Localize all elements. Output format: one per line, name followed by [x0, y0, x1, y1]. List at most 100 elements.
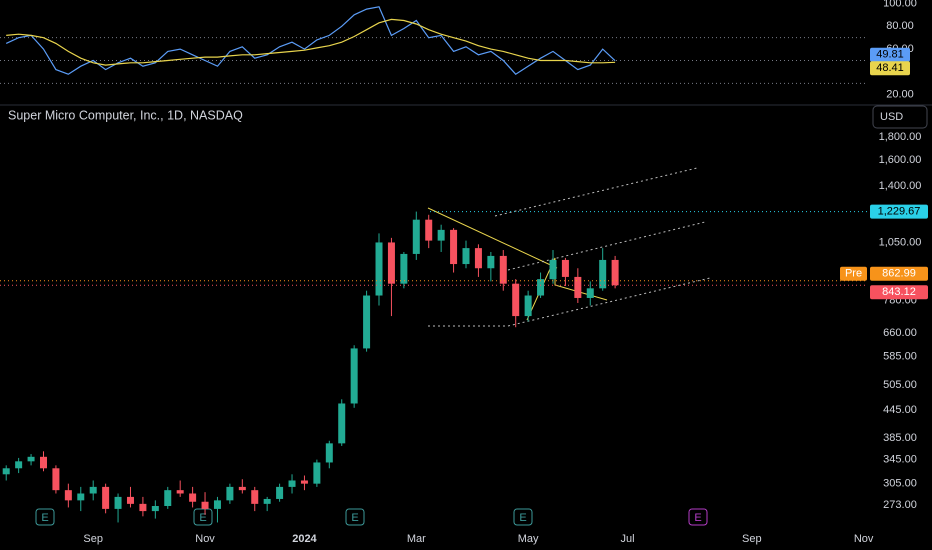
candles: [2, 211, 619, 523]
x-tick-label: Sep: [742, 533, 762, 545]
x-tick-label: Nov: [195, 533, 215, 545]
candle-body: [474, 248, 482, 269]
candle-body: [300, 480, 308, 484]
candle-body: [164, 490, 172, 507]
rsi-line: [6, 18, 616, 66]
candle-body: [102, 486, 110, 509]
x-tick-label: 2024: [292, 533, 317, 545]
candle-body: [325, 443, 333, 463]
y-tick-label: 80.00: [886, 20, 914, 32]
candle-body: [2, 468, 10, 475]
candle-body: [39, 456, 47, 469]
candle-body: [462, 248, 470, 265]
currency-label[interactable]: USD: [880, 111, 903, 123]
currency-button[interactable]: [872, 105, 928, 129]
y-tick-label: 1,050.00: [879, 236, 922, 248]
value-badge-label: 49.81: [876, 49, 904, 61]
y-tick-label: 505.00: [883, 379, 917, 391]
candle-body: [201, 501, 209, 509]
candle-body: [27, 456, 35, 462]
candle-body: [387, 242, 395, 284]
candle-body: [437, 229, 445, 241]
candle-body: [64, 490, 72, 501]
chart-title: Super Micro Computer, Inc., 1D, NASDAQ: [8, 108, 243, 122]
x-tick-label: Nov: [854, 533, 874, 545]
earnings-box[interactable]: [193, 508, 213, 526]
value-badge: [870, 47, 910, 62]
candle-body: [176, 490, 184, 494]
y-tick-label: 345.00: [883, 454, 917, 466]
x-tick-label: Jul: [621, 533, 635, 545]
candle-body: [375, 242, 383, 296]
price-tag: [840, 266, 867, 281]
candle-body: [77, 493, 85, 501]
earnings-label[interactable]: E: [199, 512, 206, 524]
y-tick-label: 305.00: [883, 478, 917, 490]
earnings-label[interactable]: E: [351, 512, 358, 524]
candle-body: [599, 259, 607, 289]
candle-body: [288, 480, 296, 487]
y-tick-label: 1,400.00: [879, 180, 922, 192]
y-tick-label: 273.00: [883, 499, 917, 511]
earnings-box[interactable]: [345, 508, 365, 526]
value-badge-label: 48.41: [876, 62, 904, 74]
candle-body: [189, 493, 197, 502]
candle-body: [350, 348, 358, 404]
earnings-markers: E E E E E: [35, 508, 708, 526]
candle-body: [537, 279, 545, 296]
earnings-label[interactable]: E: [519, 512, 526, 524]
candle-body: [611, 259, 619, 286]
candle-body: [89, 486, 97, 494]
candle-body: [238, 486, 246, 491]
y-tick-label: 1,800.00: [879, 131, 922, 143]
price-badge-label: 862.99: [882, 268, 916, 280]
trend-line: [427, 207, 558, 269]
price-badge: [870, 204, 928, 219]
y-tick-label: 20.00: [886, 89, 914, 101]
x-tick-label: Sep: [83, 533, 103, 545]
candle-body: [400, 253, 408, 284]
price-badge-label: 843.12: [882, 286, 916, 298]
y-tick-label: 445.00: [883, 404, 917, 416]
candle-body: [114, 496, 122, 509]
y-tick-label: 1,600.00: [879, 154, 922, 166]
candle-body: [15, 461, 23, 469]
candle-body: [425, 219, 433, 241]
candle-body: [151, 506, 159, 512]
x-tick-label: May: [518, 533, 539, 545]
candle-body: [338, 403, 346, 444]
candle-body: [512, 283, 520, 317]
price-tag-label: Pre: [845, 268, 862, 280]
value-badge: [870, 61, 910, 76]
candle-body: [226, 486, 234, 501]
earnings-box[interactable]: [688, 508, 708, 526]
candle-body: [213, 500, 221, 509]
candle-body: [586, 288, 594, 298]
rsi-line: [5, 6, 616, 75]
candle-body: [251, 490, 259, 504]
y-tick-label: 585.00: [883, 350, 917, 362]
candle-body: [139, 503, 147, 512]
price-badge-label: 1,229.67: [878, 206, 921, 218]
candle-body: [126, 496, 134, 504]
price-badge: [870, 266, 928, 281]
candle-body: [561, 259, 569, 277]
candle-body: [487, 255, 495, 269]
earnings-box[interactable]: [35, 508, 55, 526]
candle-body: [450, 229, 458, 265]
earnings-label[interactable]: E: [694, 512, 701, 524]
candle-body: [363, 295, 371, 349]
y-tick-label: 660.00: [883, 327, 917, 339]
price-badge: [870, 285, 928, 300]
candle-body: [524, 295, 532, 317]
y-tick-label: 100.00: [883, 0, 917, 9]
earnings-box[interactable]: [513, 508, 533, 526]
candle-body: [276, 486, 284, 499]
candle-body: [52, 468, 60, 491]
y-tick-label: 385.00: [883, 432, 917, 444]
earnings-label[interactable]: E: [41, 512, 48, 524]
x-tick-label: Mar: [407, 533, 426, 545]
